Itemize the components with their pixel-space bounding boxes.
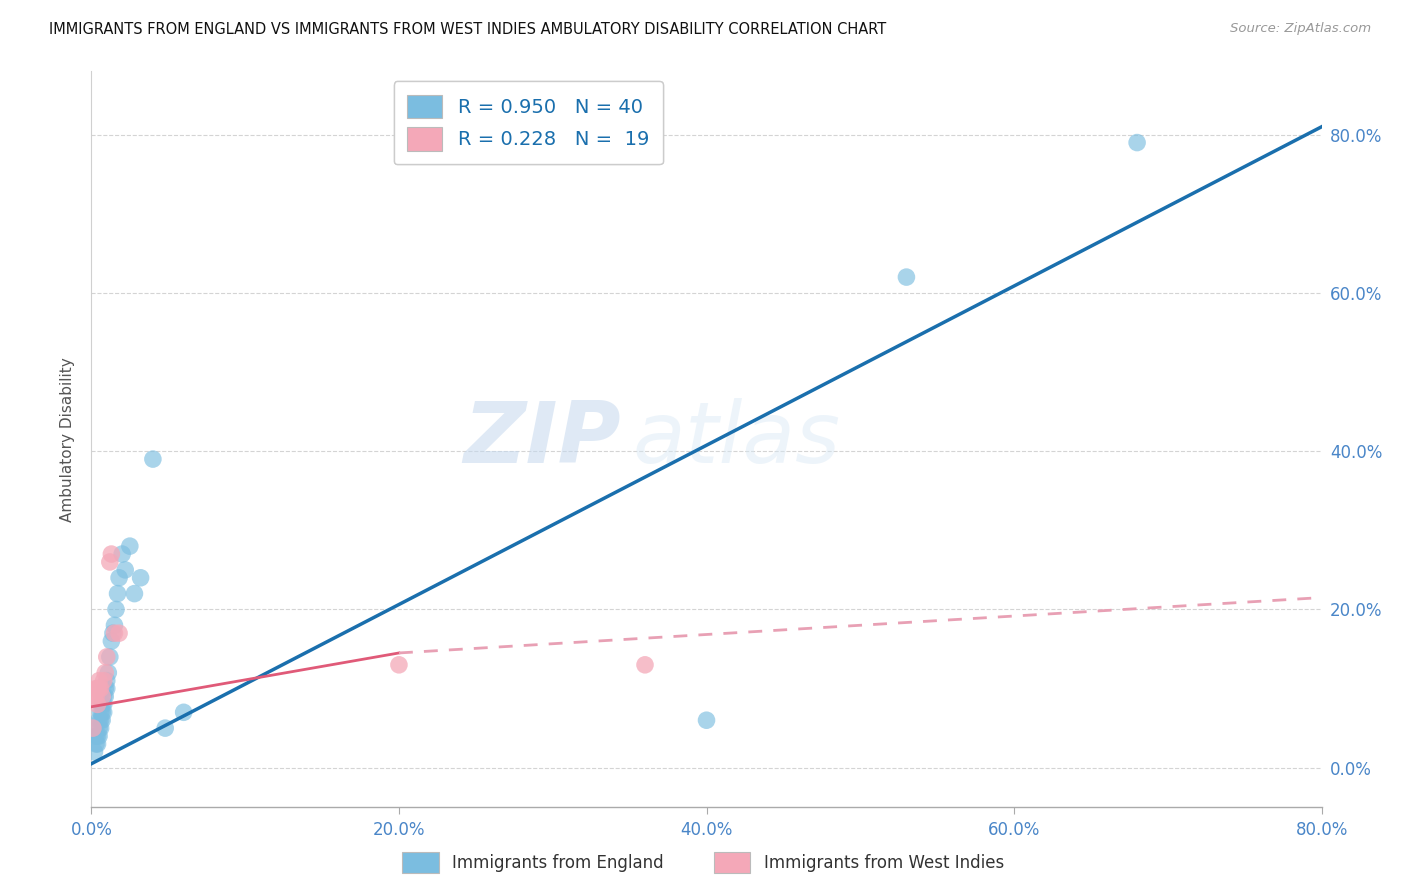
Point — [86, 698, 108, 712]
Point — [87, 729, 110, 743]
Point — [90, 713, 112, 727]
Point — [96, 649, 118, 664]
Point — [97, 665, 120, 680]
Point — [118, 539, 141, 553]
Point — [1126, 136, 1149, 150]
Point — [108, 571, 131, 585]
Point — [87, 713, 110, 727]
Text: Source: ZipAtlas.com: Source: ZipAtlas.com — [1230, 22, 1371, 36]
Point — [83, 745, 105, 759]
Point — [91, 706, 114, 720]
Point — [101, 626, 124, 640]
Point — [93, 706, 115, 720]
Point — [84, 690, 107, 704]
Point — [107, 586, 129, 600]
Point — [388, 657, 411, 672]
Point — [114, 563, 136, 577]
Text: atlas: atlas — [633, 398, 841, 481]
Point — [90, 706, 112, 720]
Point — [96, 673, 118, 688]
Point — [94, 681, 117, 696]
Point — [634, 657, 657, 672]
Legend: Immigrants from England, Immigrants from West Indies: Immigrants from England, Immigrants from… — [395, 846, 1011, 880]
Point — [86, 681, 108, 696]
Point — [87, 673, 110, 688]
Point — [91, 698, 114, 712]
Point — [94, 690, 117, 704]
Point — [103, 618, 125, 632]
Point — [90, 681, 112, 696]
Point — [696, 713, 718, 727]
Point — [86, 737, 108, 751]
Point — [93, 690, 115, 704]
Point — [103, 626, 125, 640]
Point — [98, 649, 121, 664]
Point — [82, 721, 104, 735]
Point — [84, 729, 107, 743]
Point — [153, 721, 177, 735]
Point — [94, 665, 117, 680]
Point — [96, 681, 118, 696]
Point — [91, 690, 114, 704]
Point — [83, 690, 105, 704]
Point — [124, 586, 146, 600]
Point — [90, 721, 112, 735]
Point — [108, 626, 131, 640]
Point — [93, 698, 115, 712]
Text: IMMIGRANTS FROM ENGLAND VS IMMIGRANTS FROM WEST INDIES AMBULATORY DISABILITY COR: IMMIGRANTS FROM ENGLAND VS IMMIGRANTS FR… — [49, 22, 886, 37]
Point — [105, 602, 127, 616]
Point — [86, 729, 108, 743]
Point — [87, 681, 110, 696]
Point — [896, 270, 918, 285]
Point — [111, 547, 134, 561]
Point — [98, 555, 121, 569]
Y-axis label: Ambulatory Disability: Ambulatory Disability — [60, 357, 76, 522]
Point — [91, 713, 114, 727]
Point — [129, 571, 152, 585]
Point — [100, 634, 122, 648]
Point — [84, 681, 107, 696]
Text: ZIP: ZIP — [463, 398, 620, 481]
Point — [93, 673, 115, 688]
Point — [87, 721, 110, 735]
Legend: R = 0.950   N = 40, R = 0.228   N =  19: R = 0.950 N = 40, R = 0.228 N = 19 — [394, 81, 662, 164]
Point — [142, 452, 165, 467]
Point — [100, 547, 122, 561]
Point — [173, 706, 195, 720]
Point — [84, 737, 107, 751]
